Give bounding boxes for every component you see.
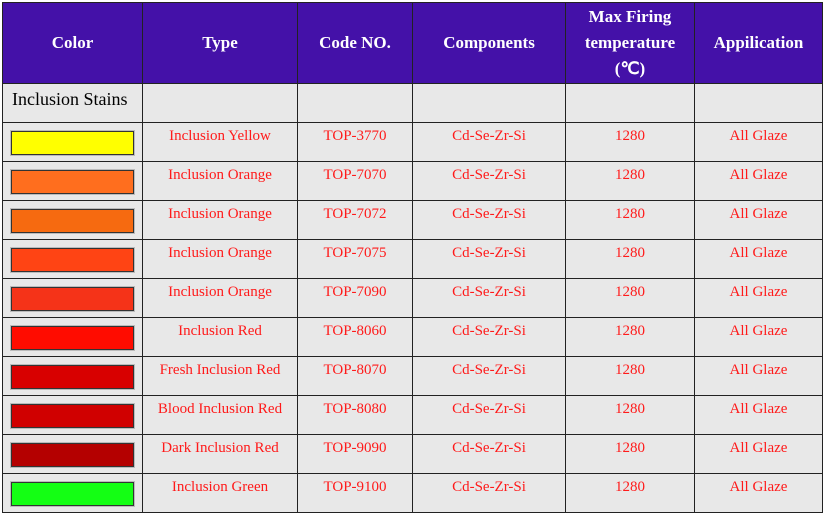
application-cell: All Glaze bbox=[694, 161, 823, 201]
header-row: Color Type Code NO. Components Max Firin… bbox=[2, 2, 823, 84]
code-cell: TOP-7070 bbox=[297, 161, 413, 201]
header-application: Appilication bbox=[694, 2, 823, 84]
application-cell: All Glaze bbox=[694, 473, 823, 513]
type-cell: Dark Inclusion Red bbox=[142, 434, 298, 474]
table-row: Inclusion Green TOP-9100 Cd-Se-Zr-Si 1280 Al… bbox=[2, 473, 823, 513]
header-components: Components bbox=[412, 2, 566, 84]
temperature-cell: 1280 bbox=[565, 239, 695, 279]
color-swatch bbox=[11, 287, 134, 311]
table-row: Inclusion Yellow TOP-3770 Cd-Se-Zr-Si 1280 A… bbox=[2, 122, 823, 162]
type-cell: Inclusion Orange bbox=[142, 200, 298, 240]
color-swatch bbox=[11, 248, 134, 272]
code-cell: TOP-7072 bbox=[297, 200, 413, 240]
components-cell: Cd-Se-Zr-Si bbox=[412, 239, 566, 279]
color-swatch bbox=[11, 170, 134, 194]
application-cell: All Glaze bbox=[694, 317, 823, 357]
temperature-cell: 1280 bbox=[565, 473, 695, 513]
application-cell: All Glaze bbox=[694, 122, 823, 162]
color-cell bbox=[2, 434, 143, 474]
header-type: Type bbox=[142, 2, 298, 84]
table-row: Inclusion Red TOP-8060 Cd-Se-Zr-Si 1280 All … bbox=[2, 317, 823, 357]
application-cell: All Glaze bbox=[694, 278, 823, 318]
components-cell: Cd-Se-Zr-Si bbox=[412, 161, 566, 201]
temperature-cell: 1280 bbox=[565, 395, 695, 435]
type-cell: Inclusion Orange bbox=[142, 278, 298, 318]
code-cell: TOP-9090 bbox=[297, 434, 413, 474]
components-cell: Cd-Se-Zr-Si bbox=[412, 278, 566, 318]
code-cell: TOP-7075 bbox=[297, 239, 413, 279]
type-cell: Inclusion Red bbox=[142, 317, 298, 357]
color-cell bbox=[2, 122, 143, 162]
application-cell: All Glaze bbox=[694, 356, 823, 396]
color-swatch bbox=[11, 209, 134, 233]
color-swatch bbox=[11, 131, 134, 155]
application-cell: All Glaze bbox=[694, 434, 823, 474]
code-cell: TOP-7090 bbox=[297, 278, 413, 318]
inclusion-stains-table: Color Type Code NO. Components Max Firin… bbox=[2, 2, 823, 513]
type-cell: Inclusion Green bbox=[142, 473, 298, 513]
color-cell bbox=[2, 200, 143, 240]
table-row: Inclusion Orange TOP-7075 Cd-Se-Zr-Si 1280 A… bbox=[2, 239, 823, 279]
color-swatch bbox=[11, 365, 134, 389]
temperature-cell: 1280 bbox=[565, 278, 695, 318]
temperature-cell: 1280 bbox=[565, 434, 695, 474]
table-row: Inclusion Orange TOP-7070 Cd-Se-Zr-Si 1280 A… bbox=[2, 161, 823, 201]
color-swatch bbox=[11, 326, 134, 350]
code-cell: TOP-8080 bbox=[297, 395, 413, 435]
color-cell bbox=[2, 317, 143, 357]
table-row: Inclusion Orange TOP-7072 Cd-Se-Zr-Si 1280 A… bbox=[2, 200, 823, 240]
table-row: Fresh Inclusion Red TOP-8070 Cd-Se-Zr-Si 12… bbox=[2, 356, 823, 396]
code-cell: TOP-8070 bbox=[297, 356, 413, 396]
components-cell: Cd-Se-Zr-Si bbox=[412, 317, 566, 357]
code-cell: TOP-3770 bbox=[297, 122, 413, 162]
type-cell: Inclusion Orange bbox=[142, 239, 298, 279]
section-row: Inclusion Stains bbox=[2, 83, 823, 123]
code-cell: TOP-9100 bbox=[297, 473, 413, 513]
components-cell: Cd-Se-Zr-Si bbox=[412, 434, 566, 474]
application-cell: All Glaze bbox=[694, 200, 823, 240]
color-cell bbox=[2, 395, 143, 435]
components-cell: Cd-Se-Zr-Si bbox=[412, 200, 566, 240]
color-swatch bbox=[11, 404, 134, 428]
color-cell bbox=[2, 239, 143, 279]
header-code: Code NO. bbox=[297, 2, 413, 84]
application-cell: All Glaze bbox=[694, 395, 823, 435]
header-max-firing-temperature: Max Firing temperature (℃) bbox=[565, 2, 695, 84]
components-cell: Cd-Se-Zr-Si bbox=[412, 395, 566, 435]
table-row: Inclusion Orange TOP-7090 Cd-Se-Zr-Si 1280 A… bbox=[2, 278, 823, 318]
type-cell: Fresh Inclusion Red bbox=[142, 356, 298, 396]
temperature-cell: 1280 bbox=[565, 161, 695, 201]
table-row: Dark Inclusion Red TOP-9090 Cd-Se-Zr-Si 128… bbox=[2, 434, 823, 474]
color-cell bbox=[2, 356, 143, 396]
components-cell: Cd-Se-Zr-Si bbox=[412, 473, 566, 513]
temperature-cell: 1280 bbox=[565, 122, 695, 162]
type-cell: Blood Inclusion Red bbox=[142, 395, 298, 435]
table-row: Blood Inclusion Red TOP-8080 Cd-Se-Zr-Si 12… bbox=[2, 395, 823, 435]
temperature-cell: 1280 bbox=[565, 317, 695, 357]
color-swatch bbox=[11, 443, 134, 467]
color-cell bbox=[2, 473, 143, 513]
color-swatch bbox=[11, 482, 134, 506]
color-cell bbox=[2, 161, 143, 201]
application-cell: All Glaze bbox=[694, 239, 823, 279]
color-cell bbox=[2, 278, 143, 318]
temperature-cell: 1280 bbox=[565, 200, 695, 240]
header-color: Color bbox=[2, 2, 143, 84]
temperature-cell: 1280 bbox=[565, 356, 695, 396]
section-label: Inclusion Stains bbox=[2, 83, 143, 123]
components-cell: Cd-Se-Zr-Si bbox=[412, 356, 566, 396]
code-cell: TOP-8060 bbox=[297, 317, 413, 357]
components-cell: Cd-Se-Zr-Si bbox=[412, 122, 566, 162]
type-cell: Inclusion Orange bbox=[142, 161, 298, 201]
type-cell: Inclusion Yellow bbox=[142, 122, 298, 162]
